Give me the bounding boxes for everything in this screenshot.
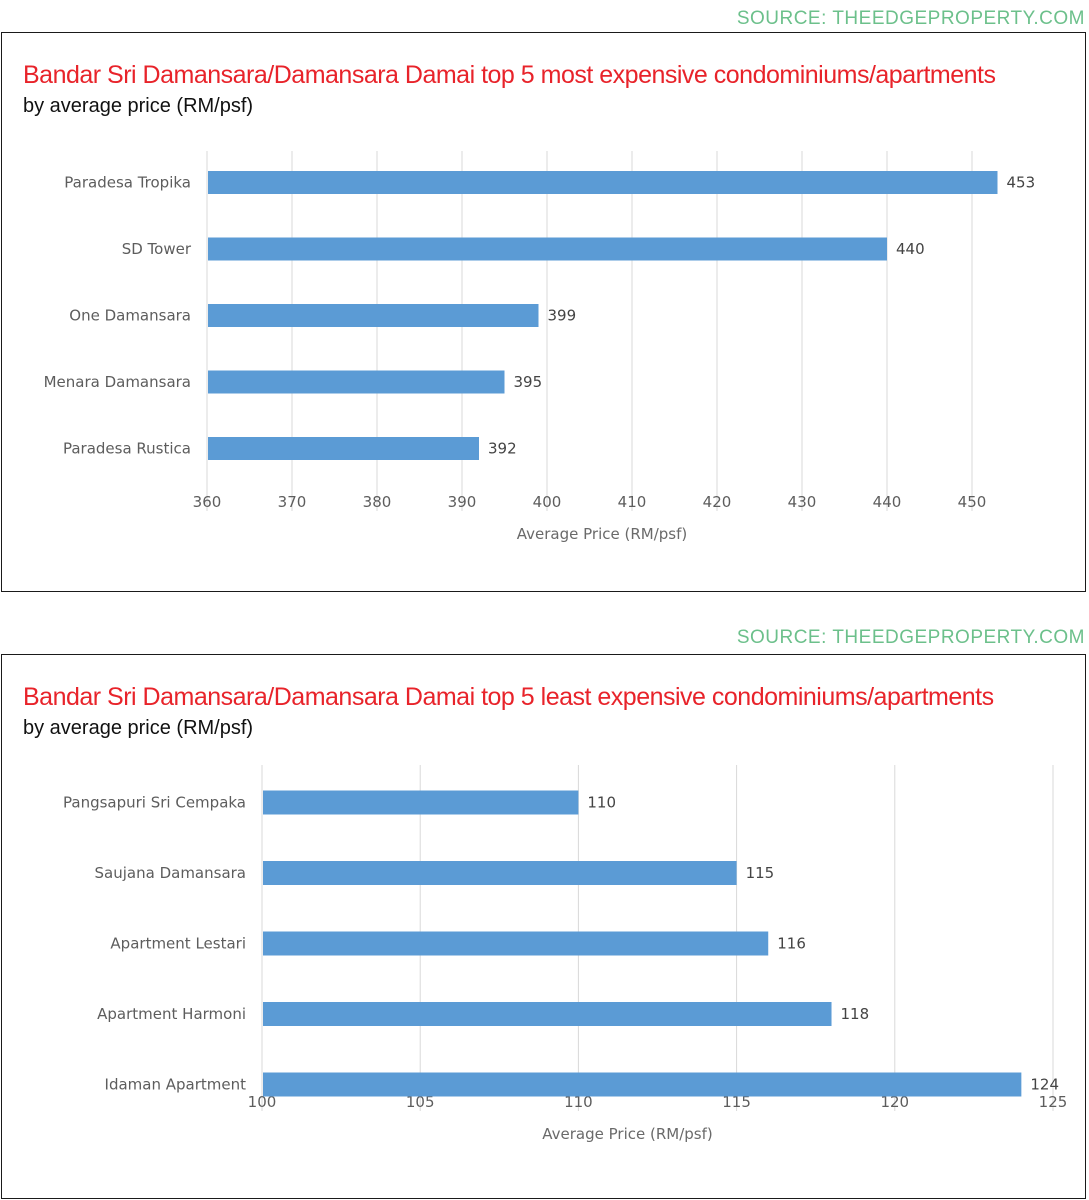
x-tick-label: 120: [880, 1093, 909, 1111]
data-label: 399: [548, 307, 577, 325]
category-label: Paradesa Tropika: [64, 174, 191, 192]
x-tick-label: 370: [278, 493, 307, 511]
x-tick-label: 410: [618, 493, 647, 511]
data-label: 116: [777, 935, 806, 953]
x-tick-label: 390: [448, 493, 477, 511]
chart-panel-most-expensive: Bandar Sri Damansara/Damansara Damai top…: [1, 32, 1086, 592]
bar: [263, 1002, 832, 1026]
category-label: Idaman Apartment: [105, 1076, 247, 1094]
data-label: 115: [746, 864, 775, 882]
source-label-2: SOURCE: THEEDGEPROPERTY.COM: [736, 627, 1085, 648]
x-tick-label: 100: [248, 1093, 277, 1111]
x-tick-label: 380: [363, 493, 392, 511]
x-tick-label: 115: [722, 1093, 751, 1111]
category-label: Pangsapuri Sri Cempaka: [63, 794, 246, 812]
x-axis-label: Average Price (RM/psf): [517, 525, 687, 543]
data-label: 124: [1030, 1076, 1059, 1094]
bar: [208, 171, 998, 194]
x-tick-label: 430: [788, 493, 817, 511]
category-label: One Damansara: [69, 307, 191, 325]
chart-subtitle: by average price (RM/psf): [23, 95, 254, 117]
bar: [263, 1072, 1022, 1097]
category-label: SD Tower: [122, 240, 192, 258]
bar: [208, 437, 479, 460]
bar: [208, 237, 887, 261]
bar-chart-least-expensive: 100 105 110 115 120 125 Pangsapuri Sri Cempaka…: [63, 765, 1068, 1143]
bar: [208, 304, 539, 327]
x-tick-label: 400: [533, 493, 562, 511]
data-label: 392: [488, 440, 517, 458]
bar-chart-most-expensive: 360 370 380 390 400 410 420 430 440 450 Paradesa T…: [44, 151, 1036, 543]
x-tick-label: 105: [406, 1093, 435, 1111]
chart-title: Bandar Sri Damansara/Damansara Damai top…: [23, 61, 996, 89]
x-tick-label: 110: [564, 1093, 593, 1111]
category-label: Apartment Lestari: [110, 935, 246, 953]
data-label: 110: [587, 794, 616, 812]
data-label: 440: [896, 240, 925, 258]
x-tick-label: 450: [958, 493, 987, 511]
category-label: Apartment Harmoni: [97, 1005, 246, 1023]
x-tick-label: 440: [873, 493, 902, 511]
chart-panel-least-expensive: Bandar Sri Damansara/Damansara Damai top…: [1, 654, 1086, 1199]
category-label: Menara Damansara: [44, 373, 191, 391]
data-label: 118: [841, 1005, 870, 1023]
x-tick-label: 125: [1039, 1093, 1068, 1111]
data-label: 453: [1007, 174, 1036, 192]
category-label: Paradesa Rustica: [63, 440, 191, 458]
x-tick-label: 420: [703, 493, 732, 511]
data-label: 395: [514, 373, 543, 391]
bar: [208, 370, 505, 394]
bar: [263, 790, 579, 815]
x-axis-label: Average Price (RM/psf): [542, 1125, 712, 1143]
chart-title: Bandar Sri Damansara/Damansara Damai top…: [23, 683, 994, 711]
bar: [263, 861, 737, 885]
category-label: Saujana Damansara: [95, 864, 246, 882]
bar: [263, 931, 769, 956]
x-tick-label: 360: [193, 493, 222, 511]
chart-subtitle: by average price (RM/psf): [23, 717, 254, 739]
source-label-1: SOURCE: THEEDGEPROPERTY.COM: [736, 8, 1085, 29]
